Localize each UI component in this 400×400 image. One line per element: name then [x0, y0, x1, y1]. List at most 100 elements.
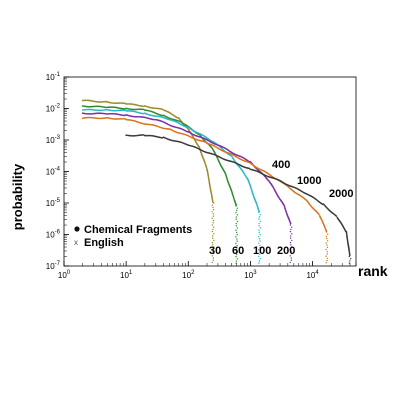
data-point — [211, 147, 214, 150]
annotation-200: 200 — [277, 245, 295, 257]
data-point — [259, 227, 261, 229]
data-point — [259, 251, 261, 253]
legend: Chemical Fragments x English — [74, 224, 192, 249]
data-point — [235, 260, 238, 262]
data-point — [289, 261, 291, 264]
data-point — [213, 239, 215, 242]
data-point — [211, 217, 213, 220]
data-point — [212, 250, 214, 253]
data-point — [235, 225, 238, 227]
data-point — [235, 236, 237, 238]
x-axis-ticks: 100 101 102 103 104 — [58, 261, 357, 280]
data-point — [326, 233, 329, 235]
data-point — [326, 257, 329, 260]
data-point — [325, 262, 327, 264]
x-tick-label: 102 — [182, 270, 195, 280]
data-point — [326, 253, 328, 255]
data-point — [289, 222, 292, 225]
data-point — [211, 237, 214, 239]
data-point — [259, 233, 261, 236]
data-point — [291, 226, 293, 228]
y-tick-label: 10-7 — [46, 261, 61, 271]
annotation-1000: 1000 — [297, 175, 321, 187]
data-point — [212, 259, 215, 261]
data-point — [236, 238, 238, 240]
legend-label-english: English — [84, 237, 124, 249]
y-axis-ticks: 10-1 10-2 10-3 10-4 10-5 10-6 10-7 — [46, 72, 69, 271]
annotation-400: 400 — [272, 159, 290, 171]
data-point — [259, 240, 261, 242]
y-tick-label: 10-5 — [46, 198, 61, 208]
data-point — [290, 257, 293, 259]
data-point — [258, 255, 260, 258]
x-tick-label: 103 — [244, 270, 257, 280]
data-point — [325, 231, 328, 233]
series-6 — [125, 134, 352, 264]
data-point — [258, 229, 260, 231]
data-point — [325, 248, 327, 251]
data-point — [212, 244, 214, 246]
data-point — [348, 262, 351, 264]
y-tick-label: 10-4 — [46, 167, 61, 177]
y-axis-title: probability — [10, 163, 25, 230]
data-point — [211, 261, 213, 264]
y-tick-label: 10-6 — [46, 230, 61, 240]
data-point — [212, 252, 215, 255]
data-point — [290, 235, 292, 237]
data-point — [212, 228, 214, 231]
annotation-2000: 2000 — [329, 188, 353, 200]
annotation-30: 30 — [209, 245, 221, 257]
data-point — [325, 235, 328, 238]
data-point — [326, 246, 329, 249]
annotation-60: 60 — [232, 245, 244, 257]
data-point — [258, 222, 260, 225]
data-point — [349, 258, 352, 260]
data-point — [205, 141, 207, 144]
data-point — [258, 262, 260, 264]
data-point — [289, 237, 292, 239]
data-point — [236, 247, 238, 249]
data-point — [291, 233, 293, 235]
data-point — [213, 202, 215, 204]
data-point — [335, 215, 338, 218]
data-point — [235, 222, 237, 225]
data-point — [258, 260, 261, 262]
data-point — [326, 237, 328, 240]
data-point — [235, 255, 237, 258]
data-point — [213, 233, 215, 235]
data-point — [208, 179, 210, 181]
data-point — [213, 246, 215, 248]
data-point — [258, 224, 260, 227]
data-point — [290, 228, 292, 231]
data-point — [259, 213, 261, 216]
data-point — [290, 252, 293, 255]
data-point — [290, 250, 292, 253]
series-3 — [81, 108, 261, 264]
data-point — [235, 249, 237, 251]
data-point — [211, 224, 213, 226]
data-point — [291, 239, 293, 242]
data-point — [349, 260, 351, 262]
data-point — [211, 230, 214, 233]
data-point — [290, 244, 292, 246]
data-point — [211, 199, 214, 202]
data-point — [211, 248, 214, 250]
data-point — [258, 218, 260, 220]
data-point — [211, 255, 213, 257]
y-tick-label: 10-3 — [46, 135, 61, 145]
data-point — [212, 257, 215, 259]
annotation-100: 100 — [253, 245, 271, 257]
data-point — [236, 233, 238, 236]
data-point — [289, 255, 291, 257]
data-point — [212, 213, 214, 215]
x-tick-label: 100 — [58, 270, 71, 280]
data-point — [289, 230, 292, 233]
series-layer — [81, 99, 352, 264]
data-point — [259, 220, 261, 222]
data-point — [289, 248, 292, 250]
data-point — [236, 244, 238, 247]
data-point — [235, 218, 237, 220]
data-point — [235, 242, 237, 245]
data-point — [258, 211, 260, 214]
data-point — [235, 205, 237, 207]
